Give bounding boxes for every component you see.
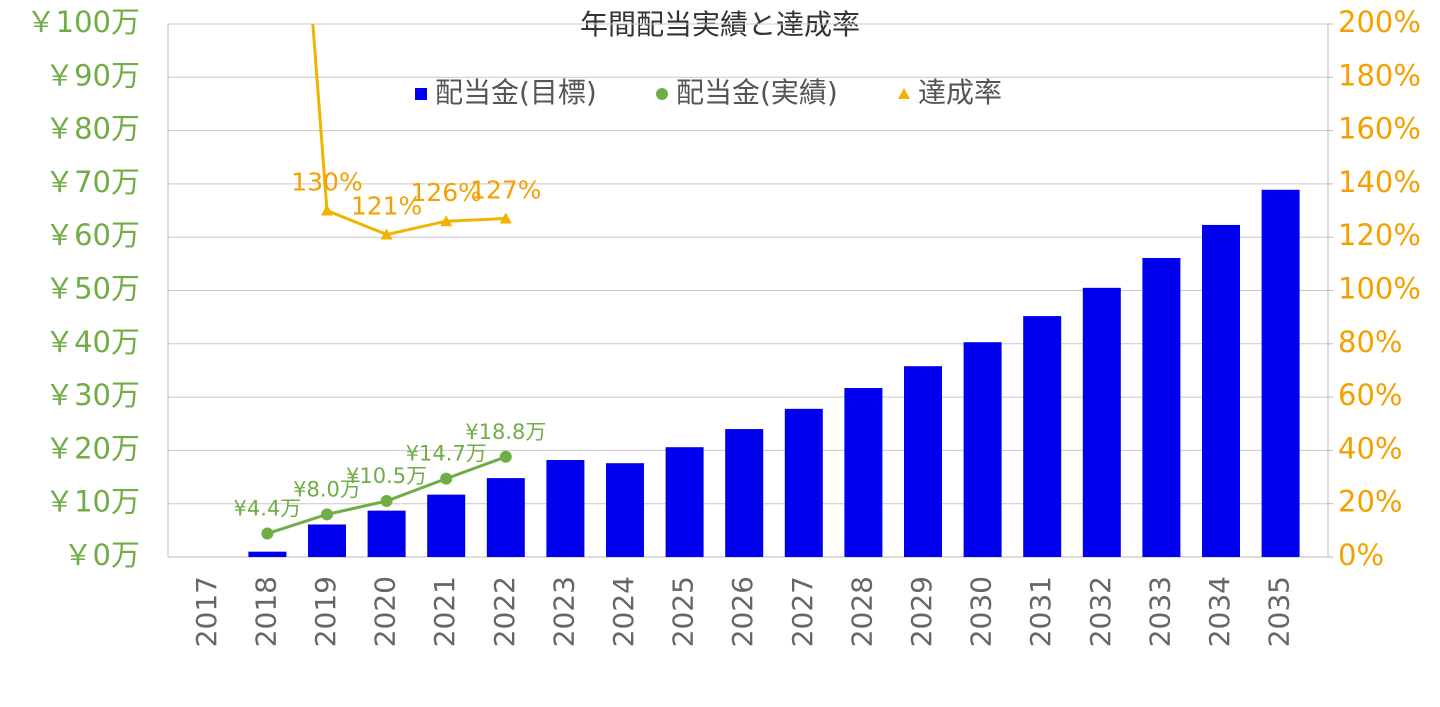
data-label: ¥14.7万 xyxy=(406,442,487,466)
bar xyxy=(1142,257,1181,557)
data-label: 126% xyxy=(410,178,481,207)
bar xyxy=(486,478,525,557)
marker xyxy=(440,215,453,227)
plot-area xyxy=(261,24,512,540)
y-tick-label: ￥80万 xyxy=(45,112,140,146)
x-tick-label: 2031 xyxy=(1024,576,1057,647)
y2-tick-label: 60% xyxy=(1338,378,1402,412)
y-tick-label: ￥100万 xyxy=(27,5,140,39)
x-tick-label: 2020 xyxy=(369,576,402,647)
y2-tick-label: 160% xyxy=(1338,112,1421,146)
y-tick-label: ￥0万 xyxy=(64,538,140,572)
x-tick-label: 2024 xyxy=(607,576,640,647)
x-tick-label: 2033 xyxy=(1143,576,1176,647)
y2-tick-label: 20% xyxy=(1338,485,1402,519)
x-tick-label: 2032 xyxy=(1084,576,1117,647)
data-label: ¥4.4万 xyxy=(234,497,302,521)
x-tick-label: 2035 xyxy=(1263,576,1296,647)
bar xyxy=(427,494,466,557)
x-tick-label: 2029 xyxy=(905,576,938,647)
legend-label: 配当金(目標) xyxy=(435,76,597,109)
bar xyxy=(248,551,287,557)
data-label: ¥8.0万 xyxy=(293,477,361,501)
marker xyxy=(380,228,393,240)
bar xyxy=(367,510,406,557)
y-tick-label: ￥50万 xyxy=(45,272,140,306)
x-tick-label: 2027 xyxy=(786,576,819,647)
x-tick-label: 2017 xyxy=(190,576,223,647)
x-tick-label: 2021 xyxy=(428,576,461,647)
data-label: 130% xyxy=(291,168,362,197)
y-tick-label: ￥20万 xyxy=(45,431,140,465)
bar xyxy=(546,459,585,557)
legend-label: 達成率 xyxy=(918,76,1002,109)
y2-tick-label: 180% xyxy=(1338,58,1421,92)
x-tick-label: 2034 xyxy=(1203,576,1236,647)
y2-tick-label: 100% xyxy=(1338,272,1421,306)
bar xyxy=(725,429,764,557)
y2-tick-label: 80% xyxy=(1338,325,1402,359)
x-tick-label: 2025 xyxy=(667,576,700,647)
marker xyxy=(261,527,274,540)
bar xyxy=(665,447,704,557)
bar xyxy=(1082,287,1121,557)
marker xyxy=(380,495,393,508)
marker xyxy=(321,508,333,521)
bar xyxy=(963,342,1002,557)
legend-marker xyxy=(415,88,427,100)
data-label: ¥18.8万 xyxy=(465,420,546,444)
bar xyxy=(844,388,883,557)
y-tick-label: ￥30万 xyxy=(45,378,140,412)
data-label: 121% xyxy=(351,192,422,221)
y2-tick-label: 200% xyxy=(1338,5,1421,39)
bar xyxy=(904,366,942,557)
legend-label: 配当金(実績) xyxy=(676,76,838,109)
marker xyxy=(440,472,453,485)
data-label: 127% xyxy=(470,176,541,205)
y2-tick-label: 120% xyxy=(1338,218,1421,252)
legend-marker xyxy=(656,88,668,100)
bar xyxy=(308,524,346,557)
y2-tick-label: 40% xyxy=(1338,431,1402,465)
y-tick-label: ￥10万 xyxy=(45,485,140,519)
y-tick-label: ￥90万 xyxy=(45,58,140,92)
data-label: ¥10.5万 xyxy=(346,464,427,488)
y-tick-label: ￥70万 xyxy=(45,165,140,199)
marker xyxy=(499,450,512,463)
x-tick-label: 2022 xyxy=(488,576,521,647)
marker xyxy=(499,212,512,224)
bar xyxy=(1023,316,1062,557)
bar xyxy=(1202,224,1240,558)
x-tick-label: 2019 xyxy=(309,576,342,647)
x-tick-label: 2028 xyxy=(845,576,878,647)
y-tick-label: ￥40万 xyxy=(45,325,140,359)
x-tick-label: 2030 xyxy=(965,576,998,647)
x-tick-label: 2018 xyxy=(249,576,282,647)
bar xyxy=(1261,189,1300,557)
marker xyxy=(321,204,333,216)
legend-marker xyxy=(898,88,910,99)
y2-tick-label: 0% xyxy=(1338,538,1384,572)
y2-tick-label: 140% xyxy=(1338,165,1421,199)
x-tick-label: 2023 xyxy=(547,576,580,647)
y-tick-label: ￥60万 xyxy=(45,218,140,252)
x-tick-label: 2026 xyxy=(726,576,759,647)
bar xyxy=(784,408,823,557)
bar xyxy=(606,463,644,557)
